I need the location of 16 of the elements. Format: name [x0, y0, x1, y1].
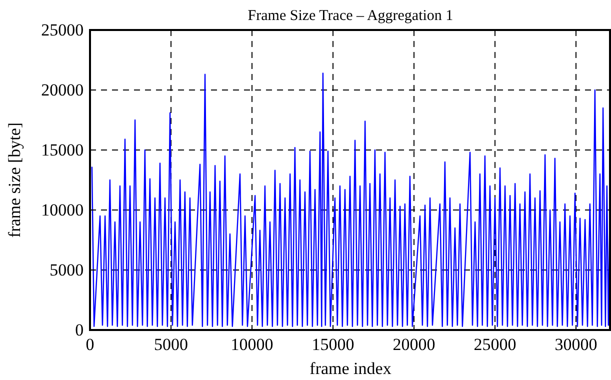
- y-axis-title: frame size [byte]: [5, 122, 24, 238]
- x-axis-title: frame index: [310, 359, 392, 378]
- chart-title: Frame Size Trace – Aggregation 1: [248, 8, 454, 24]
- x-tick-label: 20000: [392, 335, 436, 354]
- y-tick-label: 5000: [50, 260, 84, 280]
- x-tick-label: 25000: [474, 335, 516, 354]
- y-tick-label: 15000: [41, 140, 84, 160]
- x-tick-label: 30000: [554, 335, 598, 354]
- x-tick-label: 5000: [154, 335, 188, 354]
- y-tick-label: 25000: [41, 20, 84, 40]
- line-series: [91, 72, 611, 327]
- x-tick-label: 10000: [230, 335, 274, 354]
- y-tick-label: 20000: [41, 80, 84, 100]
- y-tick-label: 10000: [41, 200, 84, 220]
- x-tick-label: 15000: [312, 335, 354, 354]
- y-tick-label: 0: [75, 320, 84, 340]
